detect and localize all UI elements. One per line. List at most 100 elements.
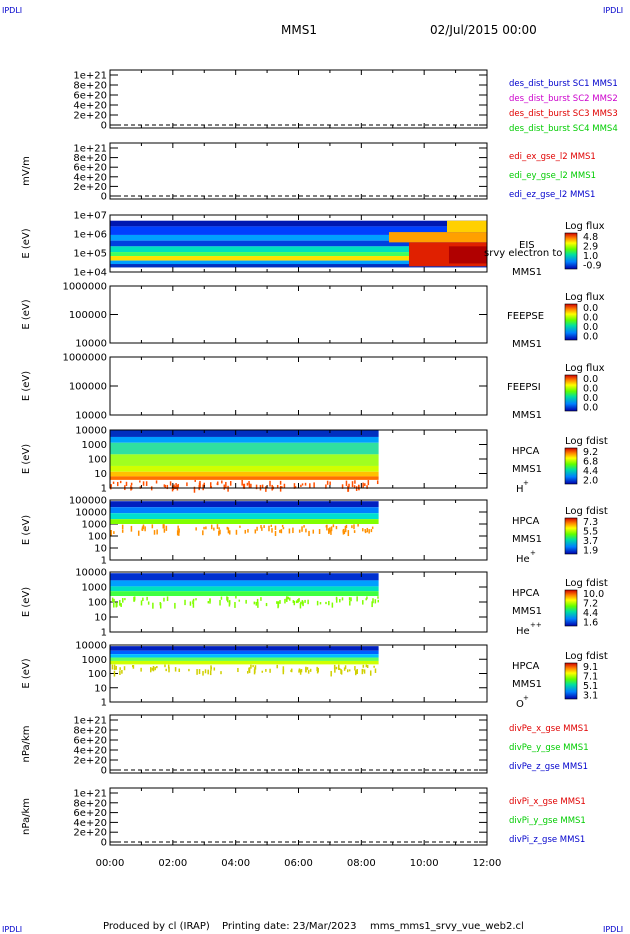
spectrogram-speckle xyxy=(362,528,364,532)
panel-p9: E (eV) 10000 1000 100 10 1 HPCA MMS1 O+ Log fdist… xyxy=(21,641,608,711)
spectrogram-speckle xyxy=(279,485,282,492)
spectrogram-speckle xyxy=(226,596,228,601)
spectrogram-speckle xyxy=(353,524,355,530)
plot-date: 02/Jul/2015 00:00 xyxy=(430,23,537,37)
spectrogram-speckle xyxy=(239,525,241,528)
spectrogram-speckle xyxy=(303,525,305,528)
spectrogram-speckle xyxy=(279,600,281,604)
footer-printing-date: Printing date: 23/Mar/2023 xyxy=(222,921,357,932)
spectrogram-speckle xyxy=(165,525,168,531)
spectrogram-speckle xyxy=(253,601,256,605)
spectrogram-speckle xyxy=(203,482,205,487)
footer-filename: mms_mms1_srvy_vue_web2.cl xyxy=(370,921,524,932)
y-tick-label: 100 xyxy=(88,455,107,466)
colorbar-tick: 5.1 xyxy=(583,681,598,692)
spacecraft-label: MMS1 xyxy=(512,606,542,617)
spectrogram-speckle xyxy=(353,530,356,533)
spectrogram-speckle xyxy=(335,525,338,530)
spectrogram-speckle xyxy=(163,484,166,487)
panel-p6: E (eV) 10000 1000 100 10 1 HPCA MMS1 H+ Log fdist… xyxy=(21,426,608,496)
spectrogram-speckle xyxy=(374,668,377,673)
spectrogram-band xyxy=(110,513,379,520)
spectrogram-speckle xyxy=(317,667,319,673)
spectrogram-speckle xyxy=(209,670,212,676)
spectrogram-speckle xyxy=(329,481,331,486)
spectrogram-speckle xyxy=(237,667,239,673)
spectrogram-speckle xyxy=(178,530,180,536)
spectrogram-speckle xyxy=(115,665,117,670)
spectrogram-speckle xyxy=(213,667,216,671)
spectrogram-speckle xyxy=(265,602,268,607)
y-tick-label: 6e+20 xyxy=(73,736,107,747)
spectrogram-speckle xyxy=(202,530,204,536)
spectrogram-speckle xyxy=(350,597,352,602)
spectrogram-speckle xyxy=(156,666,158,669)
spectrogram-speckle xyxy=(348,669,351,672)
spectrogram-speckle xyxy=(155,480,158,484)
spectrogram-speckle xyxy=(306,667,309,670)
spectrogram-speckle xyxy=(220,596,223,600)
spectrogram-speckle xyxy=(124,598,126,601)
spectrogram-speckle xyxy=(228,600,231,605)
panel-frame xyxy=(109,787,488,846)
colorbar-tick: 1.9 xyxy=(583,546,598,557)
spectrogram-speckle xyxy=(121,524,124,530)
y-tick-label: 1e+21 xyxy=(73,144,107,155)
y-tick-label: 0 xyxy=(101,766,107,777)
spectrogram-speckle xyxy=(366,485,368,489)
y-tick-label: 1000 xyxy=(82,583,107,594)
colorbar-tick: 0.0 xyxy=(583,374,598,385)
panel-ylabel: E (eV) xyxy=(21,444,32,474)
spectrogram-band xyxy=(110,573,379,581)
spectrogram-speckle xyxy=(132,665,135,669)
spectrogram-speckle xyxy=(362,600,364,605)
y-tick-label: 10 xyxy=(94,544,107,555)
legend-entry: divPi_y_gse MMS1 xyxy=(509,816,586,826)
spectrogram-speckle xyxy=(219,529,221,535)
species-label: He xyxy=(516,554,530,565)
spectrogram-speckle xyxy=(328,528,330,534)
spectrogram-speckle xyxy=(371,601,373,608)
instrument-label: HPCA xyxy=(512,516,540,527)
spectrogram-speckle xyxy=(229,530,231,535)
spectrogram-speckle xyxy=(347,485,349,492)
spectrogram-speckle xyxy=(344,525,347,531)
spectrogram-speckle xyxy=(189,601,192,606)
legend-entry: divPi_z_gse MMS1 xyxy=(509,835,585,845)
y-tick-label: 1000000 xyxy=(62,353,107,364)
spectrogram-speckle xyxy=(246,482,249,486)
colorbar xyxy=(564,517,578,555)
spectrogram-speckle xyxy=(142,481,145,486)
y-tick-label: 1 xyxy=(101,484,107,495)
spectrogram-speckle xyxy=(292,600,295,603)
spectrogram-hot-region xyxy=(388,232,487,243)
spectrogram-speckle xyxy=(277,601,280,604)
spectrogram-speckle xyxy=(347,530,350,537)
spectrogram-speckle xyxy=(256,598,259,604)
spectrogram-speckle xyxy=(270,524,273,527)
y-tick-label: 1e+21 xyxy=(73,789,107,800)
spectrogram-speckle xyxy=(223,484,226,490)
spectrogram-speckle xyxy=(261,484,264,488)
spectrogram-speckle xyxy=(349,600,351,606)
spectrogram-speckle xyxy=(265,669,267,672)
y-tick-label: 8e+20 xyxy=(73,726,107,737)
spectrogram-speckle xyxy=(280,529,283,534)
spectrogram-speckle xyxy=(244,529,247,534)
spectrogram-speckle xyxy=(227,527,230,534)
spectrogram-speckle xyxy=(194,479,196,482)
panel-ylabel: mV/m xyxy=(21,156,32,186)
spectrogram-speckle xyxy=(120,603,122,607)
spectrogram-speckle xyxy=(300,484,302,487)
spectrogram-band xyxy=(110,471,379,477)
spectrogram-speckle xyxy=(110,484,112,488)
y-tick-label: 10 xyxy=(94,683,107,694)
spectrogram-speckle xyxy=(279,529,281,533)
colorbar-tick: 0.0 xyxy=(583,393,598,404)
spectrogram-speckle xyxy=(326,480,329,485)
y-tick-label: 100000 xyxy=(69,382,107,393)
spectrogram-speckle xyxy=(121,529,124,533)
spectrogram-band xyxy=(110,252,487,257)
panel-frame xyxy=(109,142,488,200)
y-tick-label: 10000 xyxy=(75,411,107,422)
